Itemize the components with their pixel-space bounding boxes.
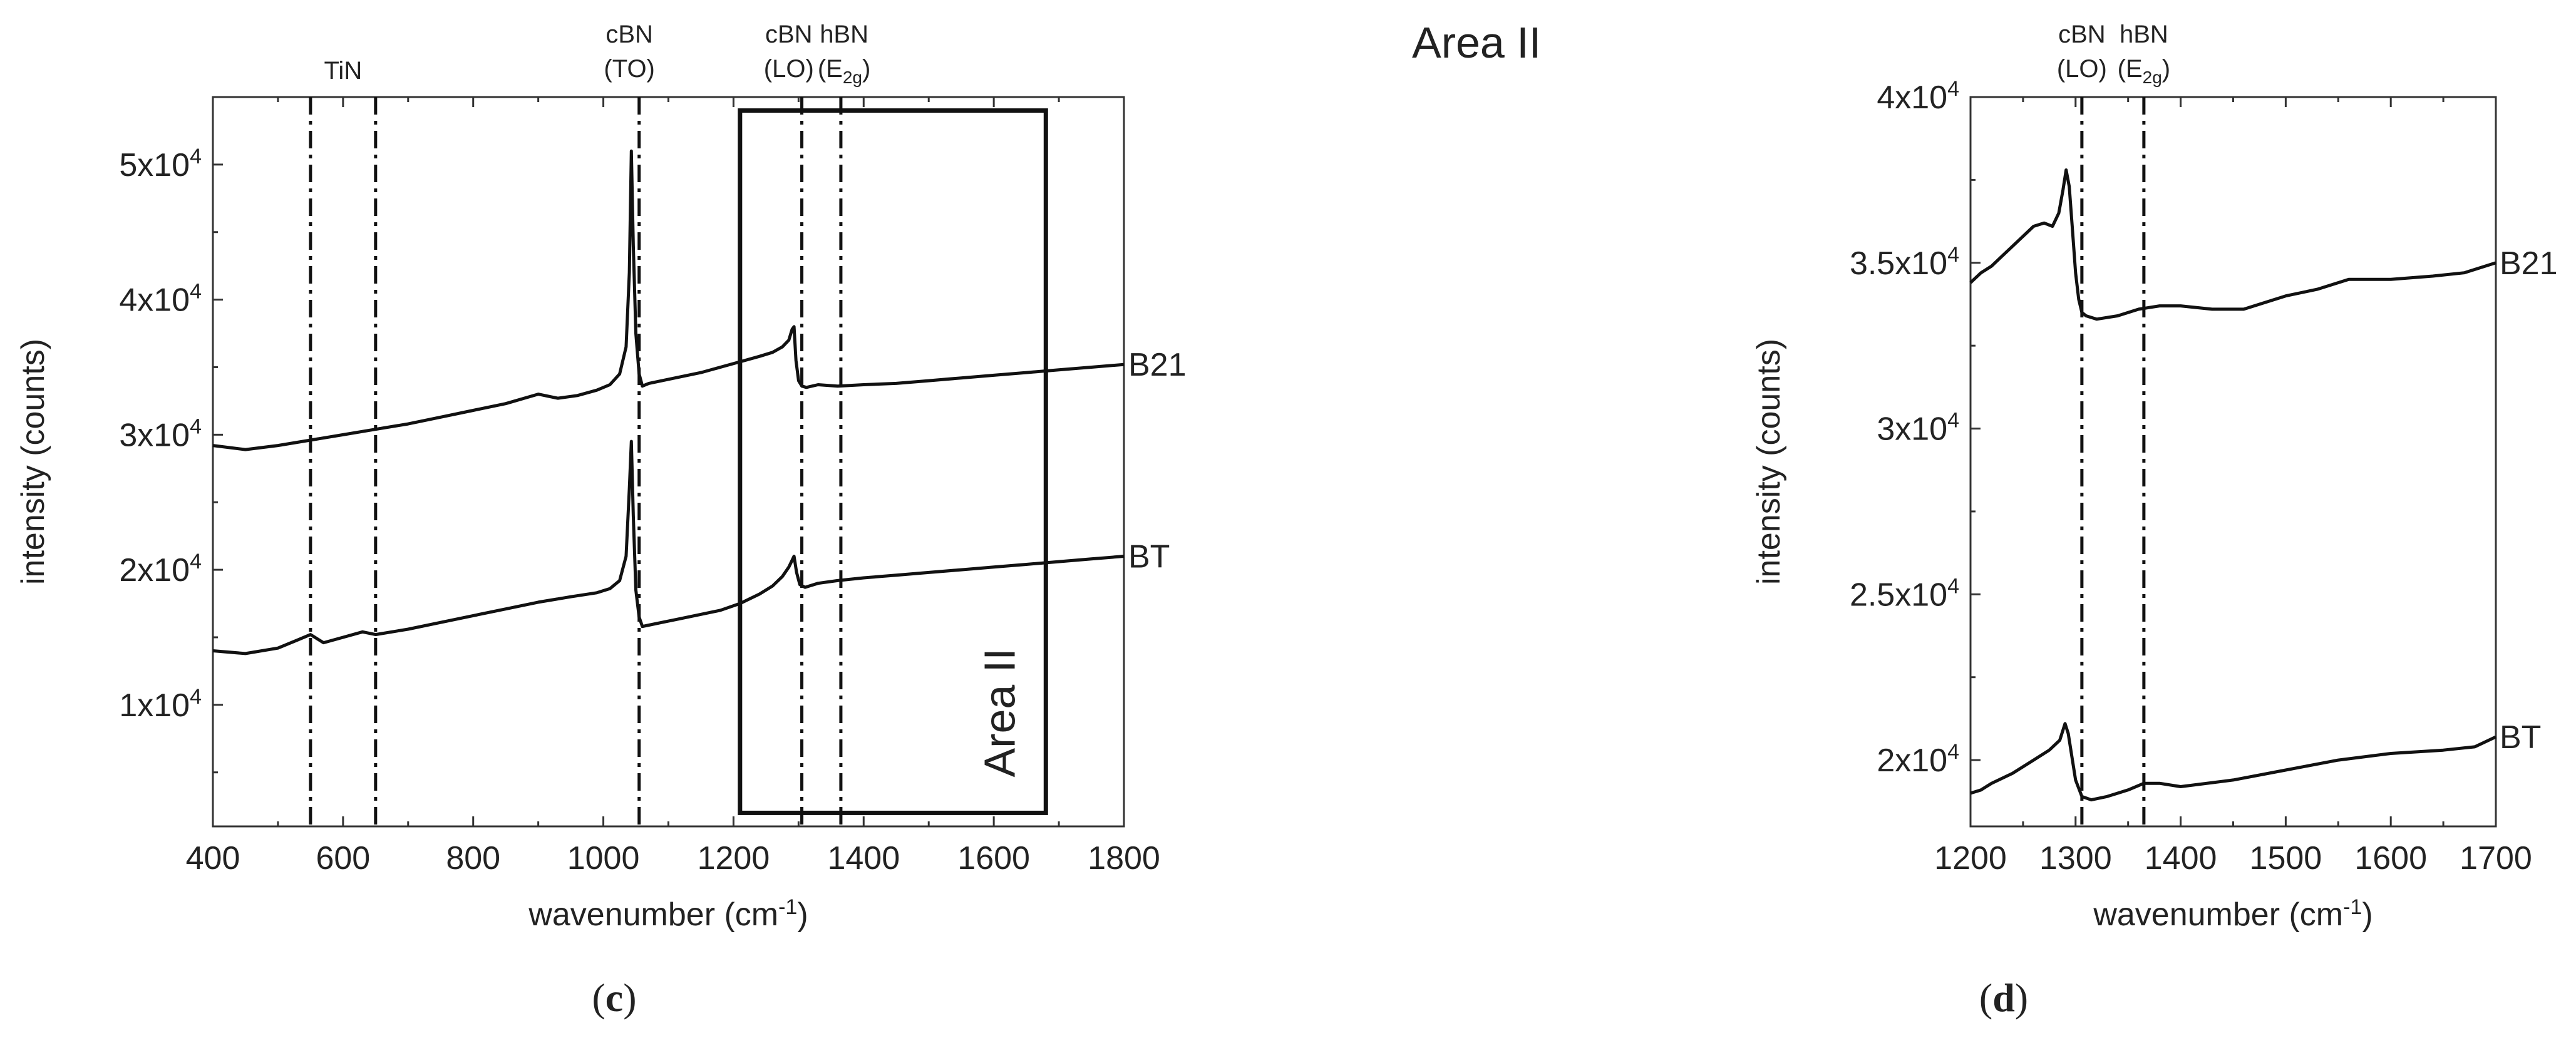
- chart-title: Area II: [1412, 18, 1541, 67]
- y-tick-label-exp: 4: [190, 280, 202, 304]
- y-tick-label: 1x104: [119, 685, 202, 724]
- x-tick-label: 600: [316, 840, 370, 876]
- x-axis-title: wavenumber (cm-1): [2093, 895, 2372, 933]
- y-tick-label-exp: 4: [1947, 740, 1959, 764]
- series-line-bt: [1970, 722, 2497, 802]
- y-tick-label: 5x104: [119, 145, 202, 183]
- y-tick-label: 2.5x104: [1850, 574, 1959, 613]
- y-tick-label: 3.5x104: [1850, 243, 1959, 282]
- y-axis-title: intensity (counts): [1751, 339, 1787, 585]
- panel-label-c-open: (: [592, 975, 605, 1020]
- y-tick-label-base: 4x10: [1877, 80, 1947, 116]
- x-axis-title-sup: -1: [2343, 895, 2362, 919]
- y-tick-label: 2x104: [1877, 740, 1959, 779]
- reference-line-label: (E2g): [2118, 55, 2170, 87]
- x-axis-title: wavenumber (cm-1): [528, 895, 808, 933]
- y-tick-label: 4x104: [1877, 77, 1959, 116]
- y-tick-label-base: 3x10: [119, 417, 190, 453]
- y-tick-label-base: 1x10: [119, 687, 190, 724]
- series-line-bt: [212, 439, 1125, 655]
- x-tick-label: 1400: [827, 840, 900, 876]
- y-tick-label-base: 2x10: [119, 552, 190, 588]
- reference-line-label-close: ): [862, 55, 870, 83]
- x-tick-label: 400: [186, 840, 240, 876]
- y-tick-label-base: 3x10: [1877, 411, 1947, 448]
- x-tick-label: 1500: [2250, 840, 2322, 876]
- reference-line-label-main: (E: [2118, 55, 2143, 83]
- panel-label-d-open: (: [1979, 975, 1992, 1020]
- x-tick-label: 1200: [1934, 840, 2007, 876]
- series-line-b21: [1969, 168, 2496, 321]
- y-tick-label-exp: 4: [1947, 243, 1959, 267]
- reference-line-label-sub: 2g: [2143, 68, 2162, 87]
- reference-line-label: (E2g): [818, 55, 870, 87]
- panel-label-d-letter: d: [1992, 975, 2015, 1020]
- series-label-b21: B21: [2500, 245, 2558, 282]
- area-ii-box-label: Area II: [975, 648, 1024, 777]
- x-tick-label: 1700: [2460, 840, 2532, 876]
- chart-panel-c: 400 600 800 1000 1200 1400 1600 18001x1042x1043…: [15, 21, 1187, 933]
- chart-panel-d: 1200 1300 1400 1500 1600 17002x1042.5x1043x10…: [1412, 18, 2558, 933]
- panel-label-d: (d): [1979, 975, 2028, 1020]
- x-tick-label: 1800: [1088, 840, 1160, 876]
- x-tick-label: 800: [446, 840, 500, 876]
- x-tick-label: 1400: [2145, 840, 2217, 876]
- y-tick-label-exp: 4: [1947, 574, 1959, 598]
- area-ii-box: [738, 108, 1048, 815]
- y-tick-label-exp: 4: [1947, 409, 1959, 433]
- panel-label-c: (c): [592, 975, 636, 1020]
- reference-line-label: cBN: [2058, 21, 2106, 48]
- x-axis-title-base: wavenumber (cm: [2093, 897, 2343, 933]
- plot-frame-d: [1969, 96, 2497, 828]
- y-tick-label-base: 5x10: [119, 147, 190, 183]
- reference-line-label: (TO): [604, 55, 654, 83]
- y-tick-label-exp: 4: [190, 414, 202, 438]
- reference-line-label: (LO): [2057, 55, 2107, 83]
- panel-label-c-letter: c: [605, 975, 623, 1020]
- x-tick-label: 1200: [698, 840, 770, 876]
- x-axis-title-end: ): [2362, 897, 2372, 933]
- y-axis-title: intensity (counts): [15, 339, 51, 585]
- x-tick-label: 1600: [957, 840, 1030, 876]
- series-label-bt: BT: [2500, 719, 2541, 756]
- y-tick-label: 3x104: [119, 414, 202, 453]
- y-tick-label-exp: 4: [190, 550, 202, 573]
- reference-line-label: cBN: [765, 21, 813, 48]
- x-tick-label: 1000: [567, 840, 640, 876]
- y-tick-label: 2x104: [119, 550, 202, 588]
- x-tick-label: 1600: [2354, 840, 2427, 876]
- panel-label-c-close: ): [623, 975, 636, 1020]
- y-tick-label: 4x104: [119, 280, 202, 319]
- y-tick-label: 3x104: [1877, 409, 1959, 448]
- reference-line-label: TiN: [324, 57, 362, 85]
- series-line-b21: [212, 149, 1125, 451]
- x-tick-label: 1300: [2039, 840, 2112, 876]
- y-tick-label-base: 2.5x10: [1850, 577, 1947, 613]
- panel-label-d-close: ): [2015, 975, 2028, 1020]
- reference-line-label: (LO): [764, 55, 814, 83]
- y-tick-label-exp: 4: [190, 685, 202, 709]
- series-label-b21: B21: [1128, 347, 1187, 383]
- y-tick-label-exp: 4: [1947, 77, 1959, 101]
- y-tick-label-base: 3.5x10: [1850, 245, 1947, 282]
- reference-line-label-close: ): [2162, 55, 2170, 83]
- x-axis-title-sup: -1: [778, 895, 797, 919]
- reference-line-label: cBN: [605, 21, 653, 48]
- x-axis-title-end: ): [797, 897, 808, 933]
- reference-line-label: hBN: [820, 21, 868, 48]
- y-tick-label-exp: 4: [190, 145, 202, 168]
- reference-line-label: hBN: [2120, 21, 2168, 48]
- y-tick-label-base: 4x10: [119, 282, 190, 319]
- x-axis-title-base: wavenumber (cm: [528, 897, 778, 933]
- reference-line-label-sub: 2g: [843, 68, 862, 87]
- reference-line-label-main: (E: [818, 55, 843, 83]
- series-label-bt: BT: [1128, 539, 1170, 575]
- y-tick-label-base: 2x10: [1877, 743, 1947, 779]
